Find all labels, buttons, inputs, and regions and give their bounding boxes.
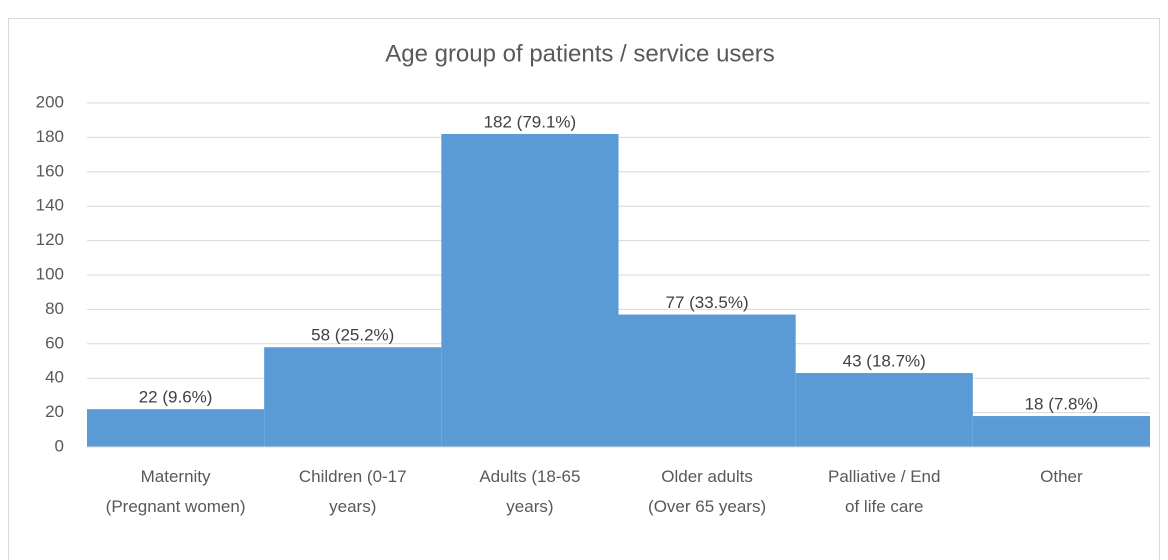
data-label: 22 (9.6%) xyxy=(139,388,213,407)
data-label: 182 (79.1%) xyxy=(484,112,577,131)
y-tick-label: 20 xyxy=(45,402,64,421)
chart-title: Age group of patients / service users xyxy=(385,40,775,67)
x-tick-label: Older adults (Over 65 years) xyxy=(648,467,766,516)
y-tick-label: 180 xyxy=(36,127,64,146)
y-tick-label: 40 xyxy=(45,368,64,387)
y-tick-label: 80 xyxy=(45,299,64,318)
data-label: 58 (25.2%) xyxy=(311,326,394,345)
x-tick-label: Palliative / End of life care xyxy=(828,467,940,516)
bar xyxy=(618,314,796,447)
bar xyxy=(795,373,973,447)
bar xyxy=(87,409,265,447)
bar xyxy=(264,347,442,447)
y-tick-label: 140 xyxy=(36,196,64,215)
y-tick-label: 200 xyxy=(36,92,64,111)
x-tick-label: Maternity (Pregnant women) xyxy=(106,467,246,516)
y-tick-label: 0 xyxy=(55,436,64,455)
x-tick-label: Children (0-17 years) xyxy=(299,467,407,516)
x-tick-label: Adults (18-65 years) xyxy=(479,467,580,516)
y-tick-label: 120 xyxy=(36,230,64,249)
data-label: 43 (18.7%) xyxy=(843,352,926,371)
bar xyxy=(441,133,619,447)
y-tick-label: 100 xyxy=(36,264,64,283)
data-label: 18 (7.8%) xyxy=(1025,395,1099,414)
y-tick-label: 160 xyxy=(36,161,64,180)
bar xyxy=(972,416,1150,447)
x-tick-label: Other xyxy=(1040,467,1083,486)
data-label: 77 (33.5%) xyxy=(665,293,748,312)
y-tick-label: 60 xyxy=(45,333,64,352)
